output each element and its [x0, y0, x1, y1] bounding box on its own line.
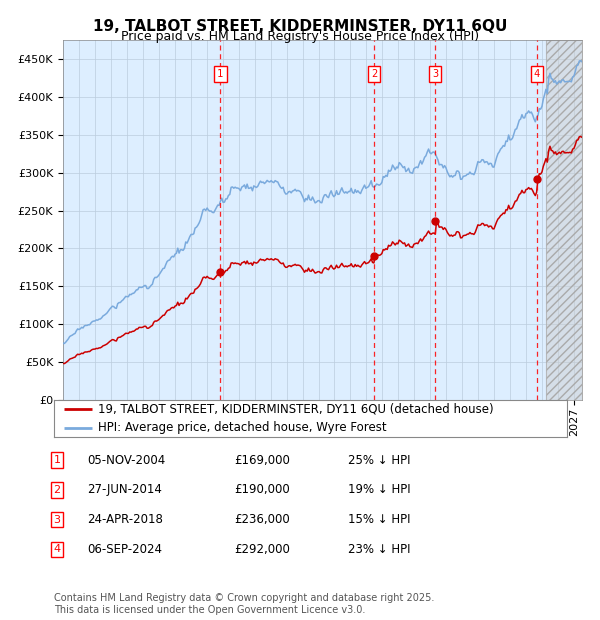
Text: 27-JUN-2014: 27-JUN-2014	[87, 484, 162, 496]
Text: 23% ↓ HPI: 23% ↓ HPI	[348, 543, 410, 556]
Text: 3: 3	[432, 69, 439, 79]
Text: HPI: Average price, detached house, Wyre Forest: HPI: Average price, detached house, Wyre…	[98, 422, 386, 434]
Text: 19% ↓ HPI: 19% ↓ HPI	[348, 484, 410, 496]
Text: Contains HM Land Registry data © Crown copyright and database right 2025.
This d: Contains HM Land Registry data © Crown c…	[54, 593, 434, 615]
Text: 06-SEP-2024: 06-SEP-2024	[87, 543, 162, 556]
Text: 19, TALBOT STREET, KIDDERMINSTER, DY11 6QU: 19, TALBOT STREET, KIDDERMINSTER, DY11 6…	[93, 19, 507, 33]
Text: £236,000: £236,000	[234, 513, 290, 526]
Text: 2: 2	[371, 69, 377, 79]
Text: £190,000: £190,000	[234, 484, 290, 496]
Text: 4: 4	[534, 69, 540, 79]
Text: 05-NOV-2004: 05-NOV-2004	[87, 454, 165, 466]
Bar	[546, 40, 582, 400]
Text: 4: 4	[53, 544, 61, 554]
Text: 3: 3	[53, 515, 61, 525]
Text: 19, TALBOT STREET, KIDDERMINSTER, DY11 6QU (detached house): 19, TALBOT STREET, KIDDERMINSTER, DY11 6…	[98, 403, 493, 415]
Text: £169,000: £169,000	[234, 454, 290, 466]
Text: £292,000: £292,000	[234, 543, 290, 556]
Text: 1: 1	[217, 69, 223, 79]
Text: 25% ↓ HPI: 25% ↓ HPI	[348, 454, 410, 466]
Text: 2: 2	[53, 485, 61, 495]
Bar	[546, 40, 582, 400]
Text: 1: 1	[53, 455, 61, 465]
Text: Price paid vs. HM Land Registry's House Price Index (HPI): Price paid vs. HM Land Registry's House …	[121, 30, 479, 43]
Text: 24-APR-2018: 24-APR-2018	[87, 513, 163, 526]
Text: 15% ↓ HPI: 15% ↓ HPI	[348, 513, 410, 526]
